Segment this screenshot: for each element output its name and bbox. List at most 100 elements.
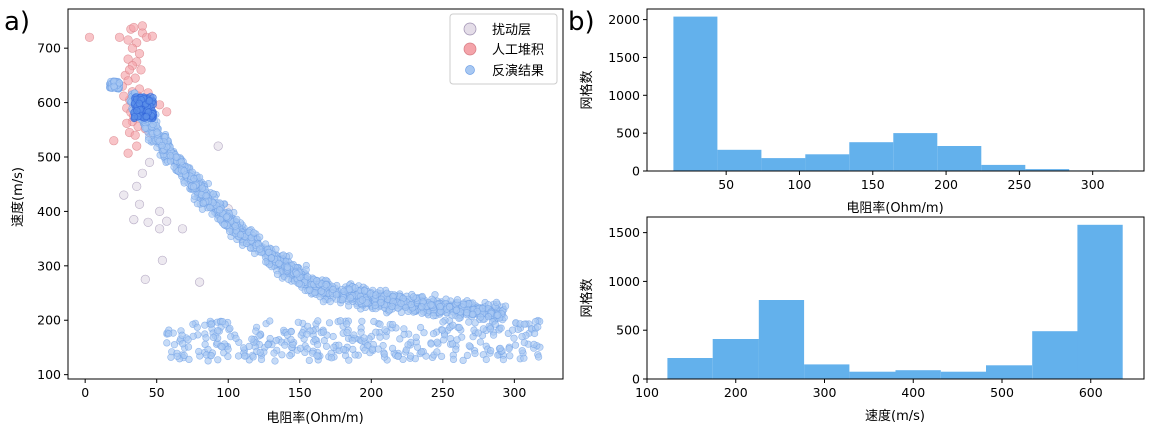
scatter-point-inversion: [376, 286, 384, 295]
scatter-point-inversion: [482, 355, 490, 364]
scatter-point-inversion: [439, 318, 447, 326]
scatter-point-inversion: [267, 254, 276, 262]
scatter-point-inversion: [459, 356, 467, 365]
scatter-point-inversion: [510, 334, 518, 342]
scatter-point-inversion: [216, 216, 224, 224]
scatter-point-inversion: [208, 210, 216, 218]
histogram-bar: [940, 371, 987, 379]
x-tick-label: 300: [813, 385, 837, 400]
scatter-point-inversion: [465, 342, 473, 350]
scatter-point-inversion: [322, 281, 330, 289]
scatter-point-inversion: [305, 356, 313, 365]
scatter-point-inversion: [165, 330, 173, 338]
scatter-legend: 扰动层 人工堆积 反演结果: [449, 13, 558, 85]
scatter-point-inversion: [508, 326, 517, 334]
scatter-point-inversion: [206, 204, 214, 212]
x-tick-label: 300: [1081, 177, 1105, 192]
legend-marker-disturbed: [463, 22, 477, 36]
scatter-point-inversion: [376, 320, 384, 328]
scatter-point-inversion: [270, 349, 278, 357]
scatter-point-inversion: [358, 317, 366, 325]
scatter-point-inversion: [358, 296, 366, 304]
y-tick-label: 2000: [608, 12, 640, 27]
scatter-point-inversion: [396, 335, 404, 343]
scatter-point-inversion: [198, 184, 206, 192]
histogram-bar: [804, 364, 850, 379]
scatter-point-inversion: [313, 277, 321, 285]
scatter-point-inversion: [303, 330, 311, 338]
scatter-point-inversion: [370, 317, 378, 326]
histogram-bar: [758, 300, 805, 379]
scatter-point-inversion: [407, 352, 415, 360]
resistivity-y-axis-label: 网格数: [579, 70, 595, 109]
x-tick-label: 250: [1007, 177, 1031, 192]
scatter-point-fill: [136, 65, 146, 75]
scatter-point-inversion: [184, 343, 193, 351]
scatter-point-inversion: [302, 266, 310, 274]
scatter-point-inversion: [377, 298, 385, 307]
scatter-point-inversion: [199, 199, 207, 207]
scatter-point-inversion: [193, 200, 201, 208]
scatter-point-inversion: [368, 345, 377, 353]
scatter-point-inversion: [345, 285, 354, 293]
scatter-point-inversion: [286, 352, 294, 360]
scatter-panel: a) 0 50 100 150 200 250 300 100 200 300 400 500 600 7…: [4, 7, 564, 426]
scatter-point-inversion: [427, 340, 435, 348]
velocity-histogram: 100 200 300 400 500 600 0 500 1000 1500 速度(m/s) 网…: [579, 216, 1145, 424]
resistivity-ticks: 50 100 150 200 250 300 0 500 1000 1500 2000: [608, 12, 1104, 192]
scatter-point-inversion: [233, 215, 241, 223]
scatter-point-inversion: [379, 342, 387, 350]
scatter-point-inversion: [283, 263, 292, 271]
legend-label-disturbed: 扰动层: [492, 23, 531, 38]
scatter-point-fill: [132, 141, 142, 151]
scatter-point-fill: [130, 130, 140, 140]
scatter-point-inversion: [429, 312, 438, 320]
scatter-point-inversion: [214, 327, 222, 335]
scatter-point-inversion: [371, 301, 379, 310]
scatter-point-inversion: [520, 320, 528, 328]
scatter-point-disturbed: [177, 224, 188, 234]
scatter-point-inversion: [404, 341, 412, 349]
scatter-point-inversion: [372, 291, 380, 299]
scatter-point-inversion: [231, 222, 239, 230]
scatter-point-inversion: [409, 293, 418, 301]
scatter-point-inversion: [287, 328, 295, 336]
scatter-point-inversion: [496, 344, 504, 352]
scatter-point-inversion: [484, 313, 493, 321]
scatter-point-inversion: [380, 350, 388, 358]
scatter-point-inversion: [220, 221, 228, 229]
x-tick-label: 150: [861, 177, 885, 192]
scatter-point-fill: [123, 76, 133, 86]
scatter-point-inversion: [394, 352, 402, 361]
scatter-point-inversion: [348, 336, 357, 345]
scatter-point-inversion: [534, 323, 542, 331]
scatter-point-inversion: [262, 258, 270, 266]
scatter-point-inversion: [487, 347, 495, 355]
scatter-point-inversion: [190, 174, 198, 183]
scatter-point-inversion: [418, 303, 426, 311]
scatter-point-inversion: [294, 318, 302, 326]
scatter-x-axis-label: 电阻率(Ohm/m): [266, 410, 363, 426]
scatter-point-inversion: [494, 311, 502, 319]
scatter-point-inversion: [471, 349, 479, 358]
histogram-bar: [849, 142, 894, 171]
scatter-point-inversion: [360, 287, 369, 295]
scatter-point-fill: [123, 148, 133, 158]
scatter-point-inversion: [400, 331, 408, 339]
scatter-point-inversion: [170, 341, 178, 349]
scatter-point-inversion: [453, 336, 461, 344]
scatter-point-inversion: [338, 296, 347, 304]
scatter-point-inversion: [360, 334, 368, 342]
scatter-point-inversion: [433, 338, 441, 346]
scatter-point-inversion: [195, 347, 203, 356]
y-tick-label: 500: [616, 323, 640, 338]
scatter-point-inversion: [278, 351, 286, 359]
scatter-point-fill: [123, 54, 133, 64]
scatter-point-inversion: [389, 320, 397, 329]
histogram-bar: [1032, 331, 1078, 379]
histogram-bar: [761, 158, 806, 171]
resistivity-x-axis-label: 电阻率(Ohm/m): [846, 200, 943, 216]
scatter-point-fill: [122, 118, 132, 128]
scatter-point-inversion: [372, 328, 380, 336]
